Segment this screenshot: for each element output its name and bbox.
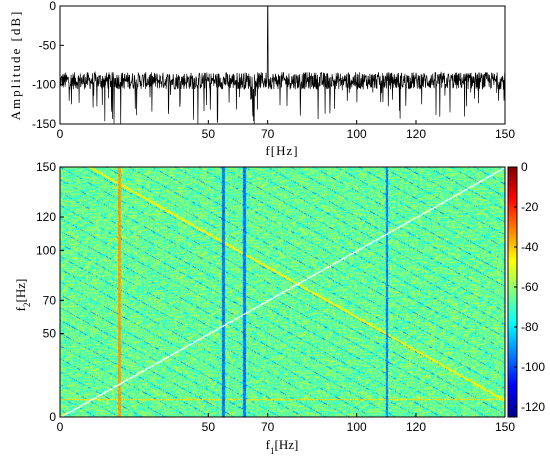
bifrequency-x-tick-label: 120 [406, 420, 426, 434]
spectrum-y-tick-label: -150 [32, 117, 56, 131]
bifrequency-y-label-sub: 2 [22, 302, 32, 307]
colorbar: 0 -20 -40 -60 -80 -100 -120 [507, 160, 545, 418]
bifrequency-y-tick-label: 100 [36, 243, 56, 257]
colorbar-tick-label: -100 [521, 360, 545, 374]
colorbar-tick-label: -20 [521, 200, 539, 214]
spectrum-x-tick-label: 0 [57, 127, 64, 141]
bifrequency-y-tick-label: 150 [36, 160, 56, 174]
bifrequency-map-frame [59, 166, 506, 418]
spectrum-x-tick-label: 120 [406, 127, 426, 141]
bifrequency-y-ticks: 0 50 70 100 120 150 [36, 160, 64, 424]
colorbar-tick-label: -60 [521, 280, 539, 294]
colorbar-tick-label: -40 [521, 240, 539, 254]
spectrum-y-axis-label: Amplitude [dB] [8, 10, 23, 121]
bifrequency-y-tick-label: 50 [43, 327, 57, 341]
bifrequency-y-axis-label: f2[Hz] [13, 279, 32, 312]
spectrum-x-tick-label: 100 [347, 127, 367, 141]
spectrum-x-tick-label: 70 [261, 127, 275, 141]
spectrum-x-axis-label: f[Hz] [265, 143, 298, 158]
bifrequency-heatmap [60, 167, 505, 417]
spectrum-y-ticks: 0 -50 -100 -150 [32, 0, 64, 131]
colorbar-gradient [507, 166, 518, 418]
bifrequency-y-tick-label: 70 [43, 293, 57, 307]
bifrequency-x-label-unit: [Hz] [275, 437, 299, 452]
spectrum-x-tick-label: 50 [202, 127, 216, 141]
bifrequency-x-label-main: f [266, 437, 271, 452]
spectrum-line [59, 5, 506, 125]
spectrum-plot-frame [59, 5, 506, 125]
spectrum-y-tick-label: -50 [39, 38, 57, 52]
bifrequency-y-label-unit: [Hz] [13, 279, 28, 303]
colorbar-tick-label: -80 [521, 320, 539, 334]
bifrequency-y-label-main: f [13, 306, 28, 311]
bifrequency-x-tick-label: 150 [495, 420, 515, 434]
spectrum-x-tick-label: 150 [495, 127, 515, 141]
bifrequency-x-tick-label: 50 [202, 420, 216, 434]
bifrequency-x-ticks: 0 50 70 100 120 150 [57, 413, 515, 434]
colorbar-ticks: 0 -20 -40 -60 -80 -100 -120 [514, 160, 545, 414]
bifrequency-x-tick-label: 70 [261, 420, 275, 434]
bifrequency-y-tick-label: 120 [36, 210, 56, 224]
bifrequency-x-tick-label: 0 [57, 420, 64, 434]
bifrequency-x-axis-label: f1[Hz] [266, 437, 299, 456]
spectrum-plot: 0 50 70 100 120 150 0 -50 -100 -150 Amplitude [d… [8, 0, 515, 158]
bifrequency-y-tick-label: 0 [49, 410, 56, 424]
spectrum-y-tick-label: -100 [32, 78, 56, 92]
spectrum-y-tick-label: 0 [49, 0, 56, 13]
colorbar-tick-label: -120 [521, 400, 545, 414]
spectrum-x-ticks: 0 50 70 100 120 150 [57, 120, 515, 141]
colorbar-tick-label: 0 [521, 160, 528, 174]
bifrequency-x-label-sub: 1 [270, 446, 275, 456]
bifrequency-x-tick-label: 100 [347, 420, 367, 434]
